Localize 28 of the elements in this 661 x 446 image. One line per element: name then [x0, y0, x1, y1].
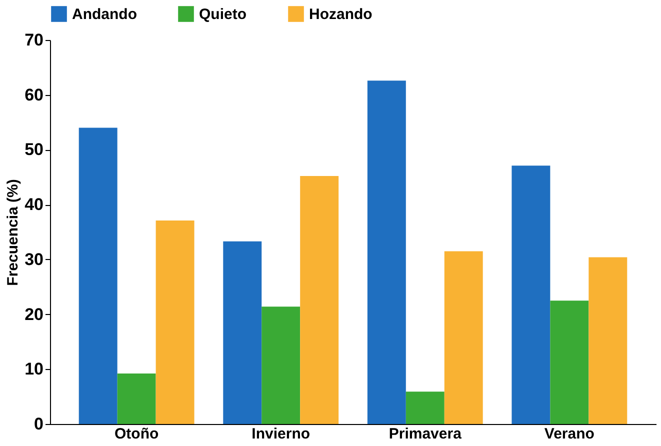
y-tick-label: 40 — [24, 195, 44, 214]
bar — [550, 300, 589, 424]
y-tick-label: 50 — [24, 140, 44, 160]
bar — [588, 257, 628, 424]
y-tick-label: 70 — [24, 30, 44, 50]
bar — [262, 306, 300, 424]
bar — [300, 176, 339, 424]
bar — [512, 166, 550, 424]
bar — [223, 241, 262, 424]
y-tick-label: 10 — [24, 360, 44, 379]
legend-label: Hozando — [309, 6, 372, 23]
y-tick-label: 20 — [24, 304, 44, 324]
x-tick-label: Invierno — [252, 426, 310, 442]
x-tick-label: Verano — [544, 426, 594, 442]
y-tick-label: 60 — [24, 85, 44, 104]
bar — [444, 251, 483, 424]
bar — [78, 128, 118, 424]
bar — [406, 392, 444, 424]
bar — [367, 80, 406, 424]
legend-label: Andando — [72, 6, 137, 23]
y-tick-label: 30 — [24, 250, 44, 269]
bar — [117, 374, 156, 424]
bar — [156, 220, 194, 424]
y-tick-label: 0 — [34, 414, 44, 434]
legend-label: Quieto — [199, 6, 246, 23]
y-axis-title: Frecuencia (%) — [4, 179, 22, 286]
x-tick-label: Primavera — [388, 426, 462, 442]
x-tick-label: Otoño — [114, 426, 159, 442]
